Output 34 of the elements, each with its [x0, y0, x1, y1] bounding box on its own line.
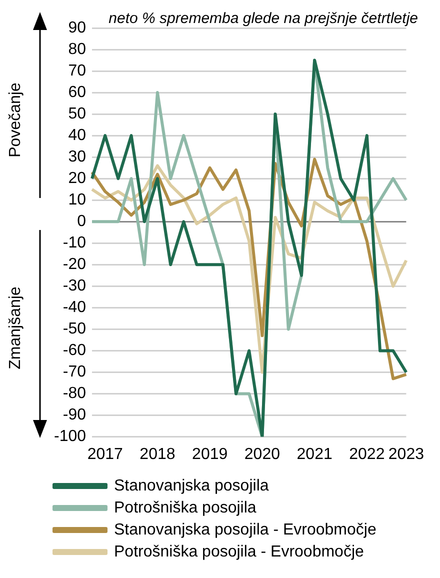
text: Povečanje: [7, 82, 25, 158]
y-tick-label: -70: [62, 364, 86, 381]
text: Zmanjšanje: [7, 286, 25, 370]
y-tick-label: -10: [62, 234, 86, 252]
y-tick-label: 50: [68, 105, 86, 122]
y-tick-label: -30: [62, 278, 86, 295]
y-tick-label: -80: [62, 385, 86, 402]
y-tick-label: -90: [62, 406, 86, 424]
y-tick-label: 90: [68, 19, 86, 36]
y-tick-label: 0: [77, 213, 86, 230]
y-tick-label: -40: [62, 299, 86, 316]
x-tick-label: 2023: [388, 446, 424, 463]
y-tick-label: -100: [54, 428, 86, 446]
x-tick-label: 2019: [192, 446, 228, 463]
chart-title: neto % sprememba glede na prejšnje četrtletje: [108, 10, 418, 28]
x-tick-label: 2018: [140, 446, 176, 463]
legend-label: Potrošniška posojila: [114, 499, 256, 516]
y-tick-label: 60: [68, 84, 86, 101]
legend-label: Stanovanjska posojila: [114, 477, 269, 494]
y-tick-label: -50: [62, 320, 86, 338]
legend-label: Potrošniška posojila - Evroobmočje: [114, 543, 364, 560]
legend-label: Stanovanjska posojila - Evroobmočje: [114, 521, 376, 538]
y-tick-label: 30: [68, 148, 86, 166]
y-tick-label: 40: [68, 126, 86, 144]
x-tick-label: 2021: [296, 446, 332, 463]
x-tick-label: 2020: [244, 446, 280, 463]
y-tick-label: 10: [68, 192, 86, 209]
y-tick-label: 70: [68, 62, 86, 80]
y-tick-label: -60: [62, 342, 86, 360]
x-tick-label: 2022: [349, 446, 385, 463]
y-tick-label: 80: [68, 40, 86, 58]
y-tick-label: -20: [62, 256, 86, 274]
y-tick-label: 20: [68, 170, 86, 188]
x-tick-label: 2017: [87, 446, 124, 463]
